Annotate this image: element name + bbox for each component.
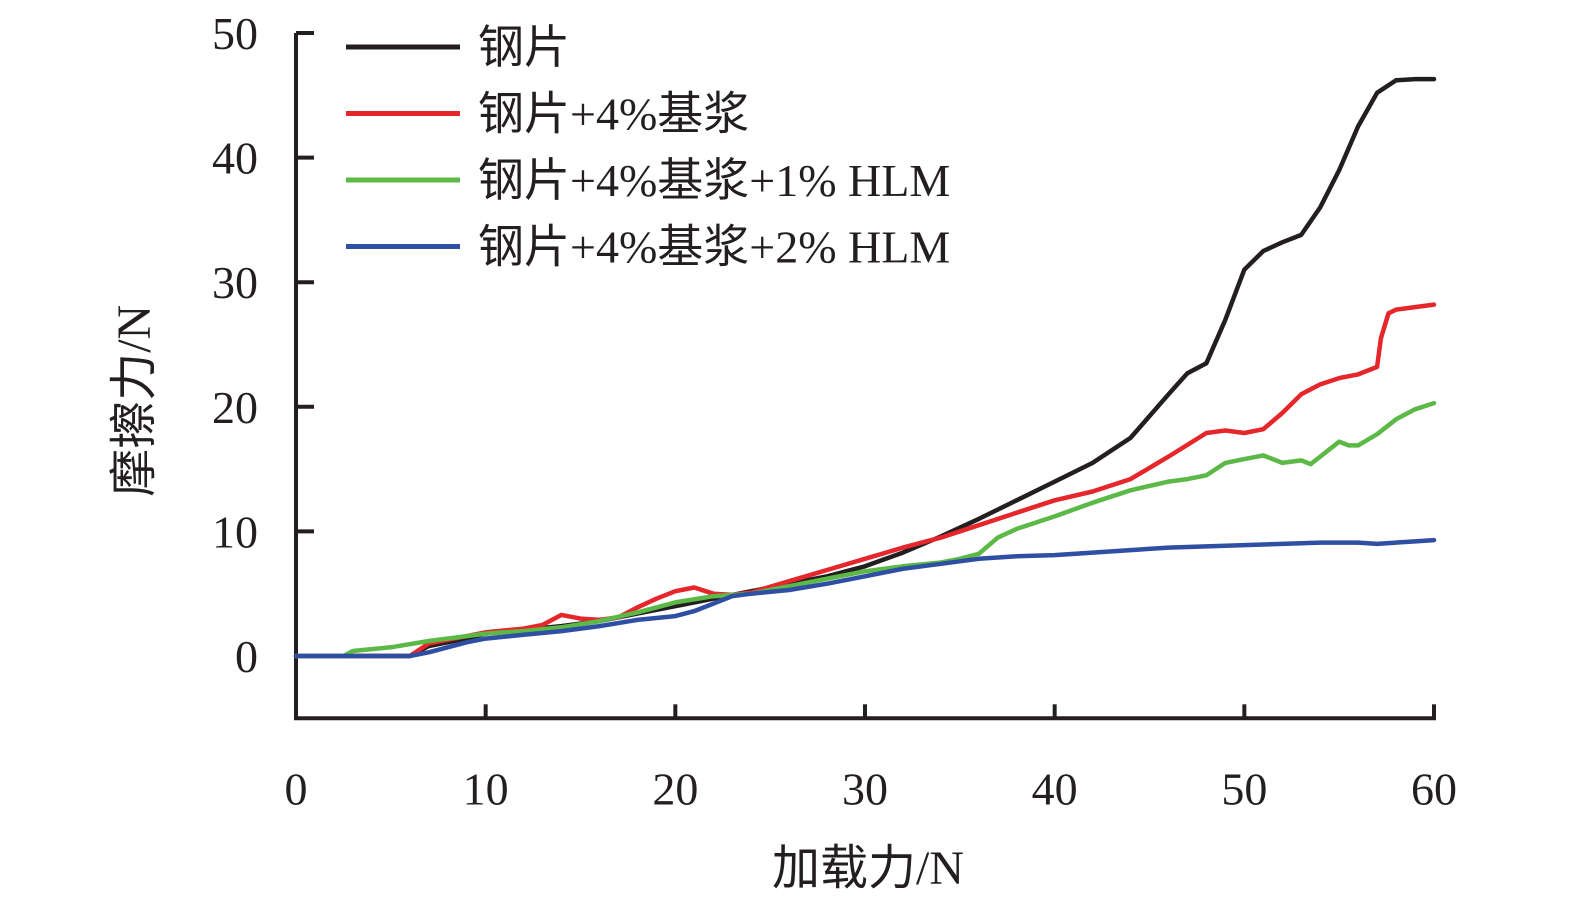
series-lines: [293, 76, 1437, 659]
y-tick-label: 50: [212, 8, 258, 59]
x-tick-label: 0: [285, 763, 308, 814]
legend-label-2: 钢片+4%基浆: [478, 89, 749, 140]
series-line-3: [293, 400, 1437, 659]
x-tick-label: 60: [1411, 763, 1457, 814]
y-axis-title: 摩擦力/N: [108, 305, 161, 497]
y-tick-label: 20: [212, 382, 258, 433]
axes: [294, 33, 1436, 721]
x-tick-label: 40: [1032, 763, 1078, 814]
x-tick-label: 10: [463, 763, 509, 814]
series-line-2: [293, 302, 1437, 659]
legend-label-1: 钢片: [478, 22, 570, 73]
x-tick-label: 30: [842, 763, 888, 814]
y-tick-label: 0: [235, 631, 258, 682]
x-axis-title: 加载力/N: [772, 842, 964, 895]
legend-label-3: 钢片+4%基浆+1% HLM: [478, 155, 950, 206]
y-tick-label: 10: [212, 506, 258, 557]
y-tick-label: 40: [212, 133, 258, 184]
y-tick-label: 30: [212, 257, 258, 308]
x-ticks: 0 10 20 30 40 50 60: [285, 704, 1457, 814]
x-tick-label: 20: [652, 763, 698, 814]
y-ticks: 0 10 20 30 40 50: [212, 8, 314, 682]
series-line-4: [293, 537, 1437, 659]
x-tick-label: 50: [1221, 763, 1267, 814]
legend-label-4: 钢片+4%基浆+2% HLM: [478, 222, 950, 273]
